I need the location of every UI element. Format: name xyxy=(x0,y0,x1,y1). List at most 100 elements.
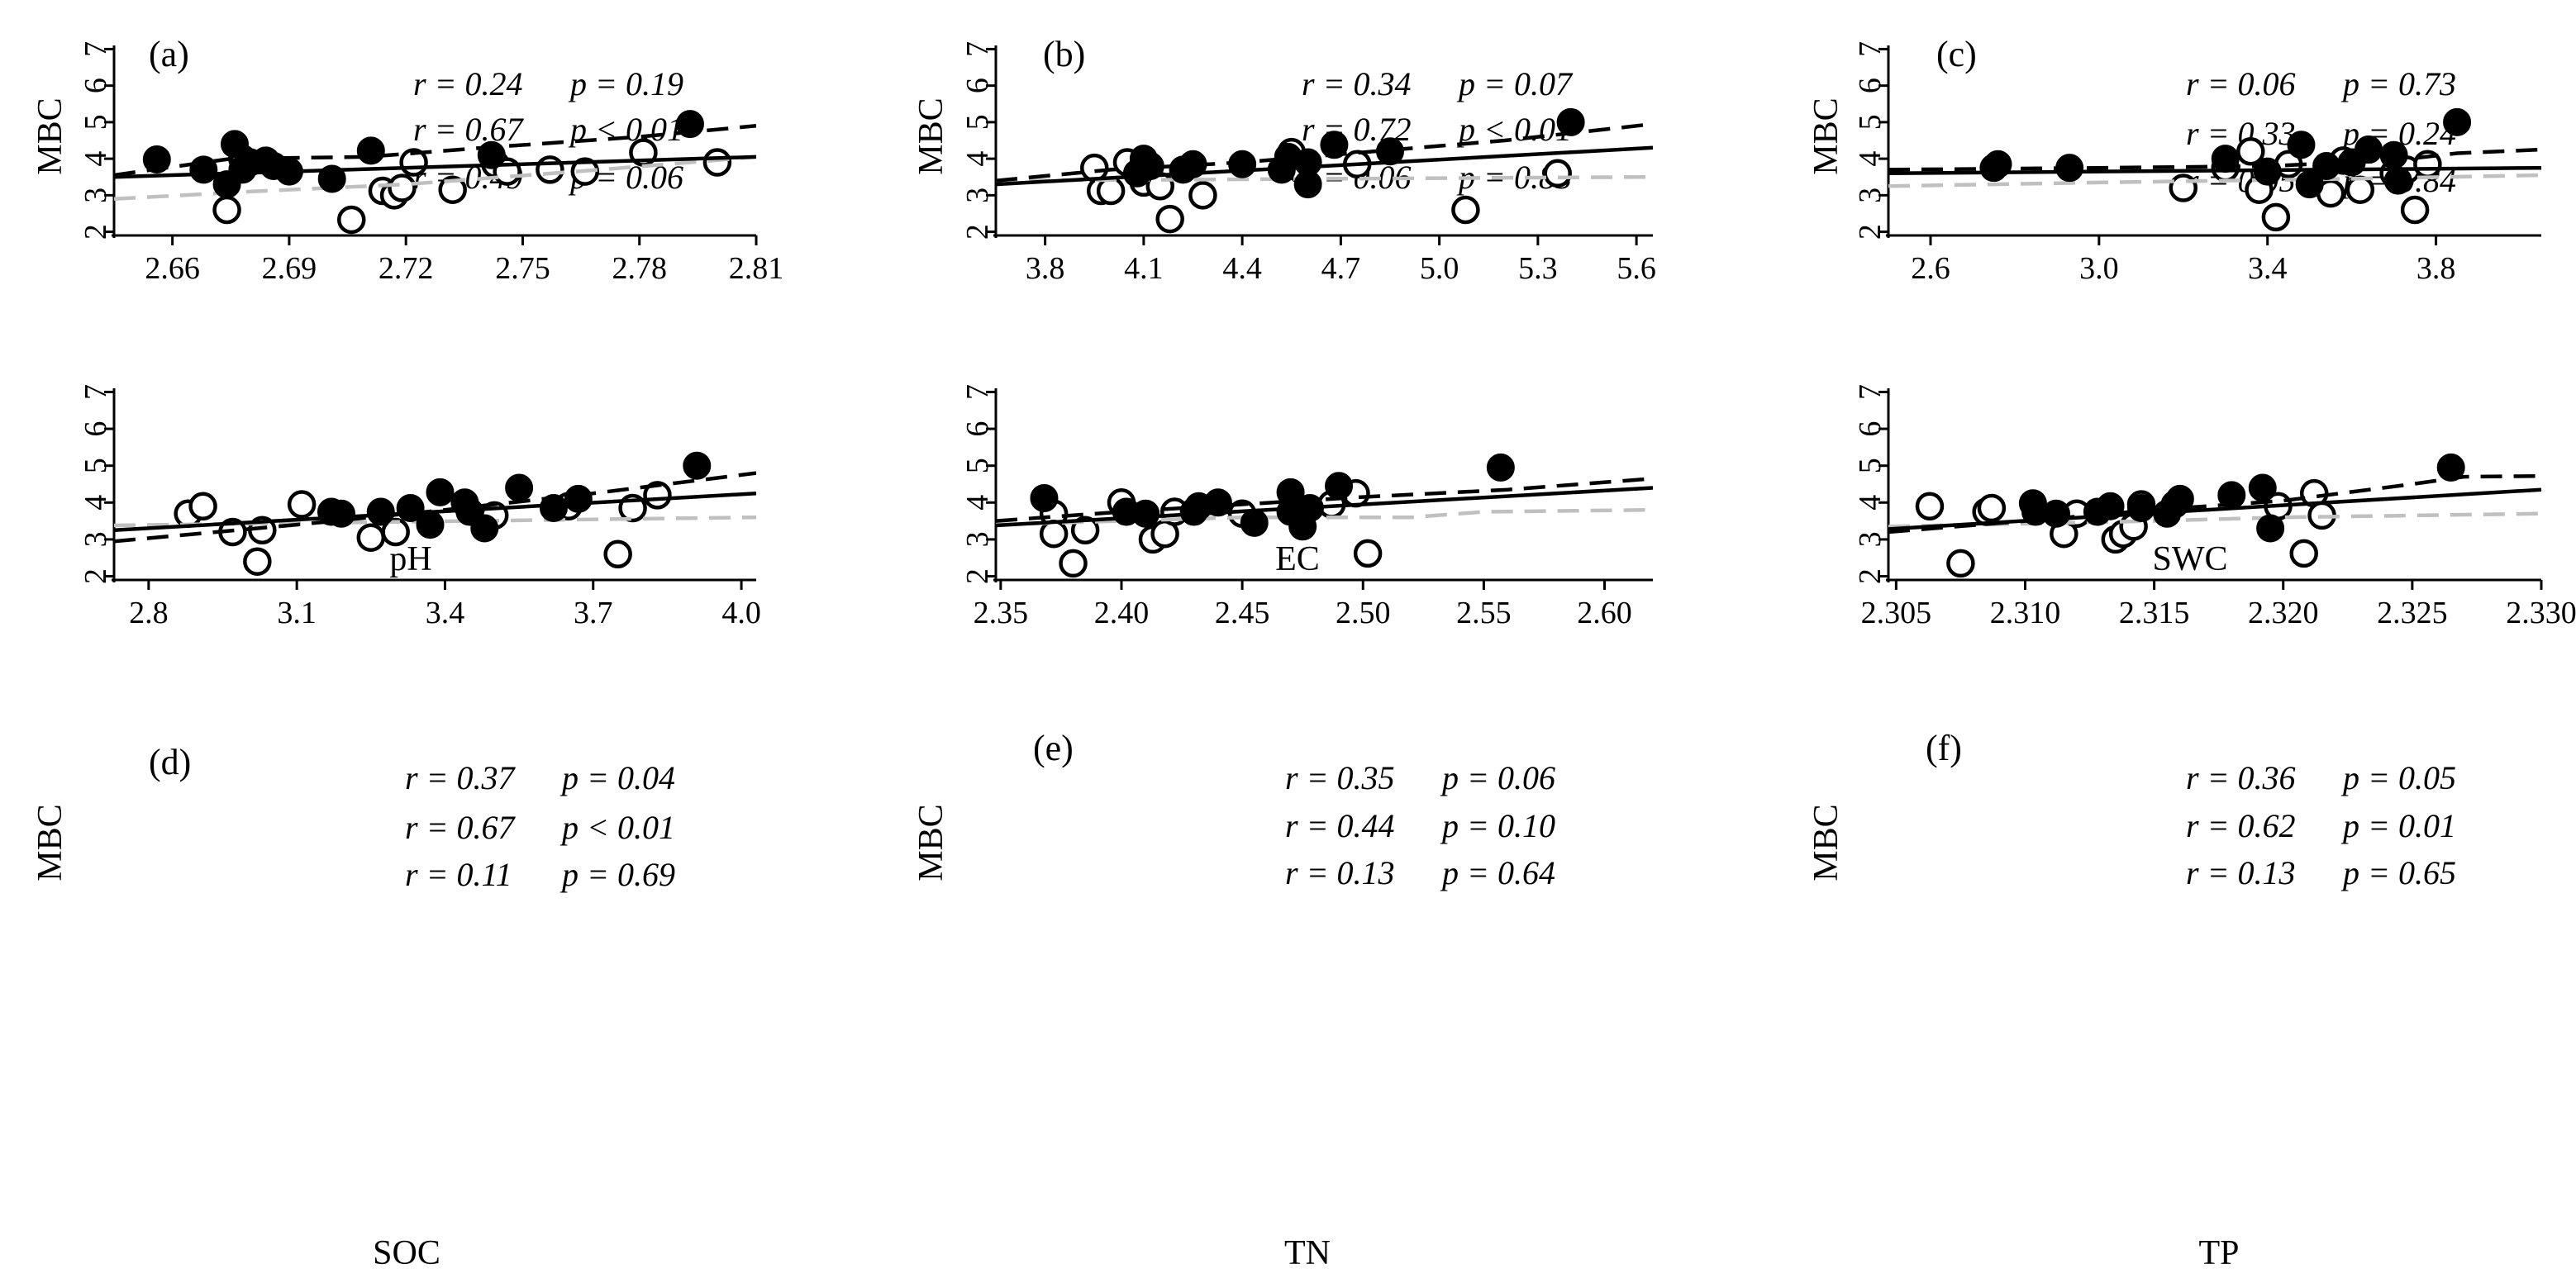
open-point xyxy=(1059,549,1088,578)
stat-p: p = 0.05 xyxy=(2340,759,2456,796)
y-tick-label: 3 xyxy=(960,531,995,547)
stat-p: p = 0.07 xyxy=(1456,65,1574,102)
x-tick-label: 4.4 xyxy=(1222,251,1262,286)
panel-label: (f) xyxy=(1926,728,1962,768)
y-tick-label: 5 xyxy=(1853,458,1888,473)
filled-point xyxy=(1486,453,1515,482)
filled-point xyxy=(1556,107,1585,136)
filled-point xyxy=(2312,151,2341,180)
x-tick-label: 3.7 xyxy=(574,596,613,630)
stats: r = 0.35 p = 0.06 r = 0.44 p = 0.10 r = … xyxy=(1285,759,1555,891)
stat-r: r = 0.06 xyxy=(2186,65,2296,102)
open-point xyxy=(1451,195,1480,225)
open-point xyxy=(2236,137,2265,166)
stat-r: r = 0.37 xyxy=(405,759,517,796)
x-tick-label: 2.81 xyxy=(729,251,784,286)
filled-point xyxy=(2253,157,2282,186)
x-tick-label: 2.320 xyxy=(2248,596,2319,630)
filled-point xyxy=(1030,483,1059,512)
y-tick-label: 7 xyxy=(1853,384,1888,400)
y-tick-label: 3 xyxy=(1853,531,1888,547)
panel-label: (c) xyxy=(1936,34,1977,74)
y-tick-label: 2 xyxy=(960,224,995,240)
open-point xyxy=(381,517,410,547)
filled-point xyxy=(1203,488,1232,517)
stat-p: p = 0.65 xyxy=(2340,854,2456,891)
x-tick-label: 4.0 xyxy=(721,596,761,630)
open-point xyxy=(603,539,632,569)
panel-f: (f) MBC TP r = 0.36 p = 0.05 r = 0.62 p … xyxy=(1807,384,2576,1272)
open-point xyxy=(2345,175,2375,204)
x-tick-label: 2.40 xyxy=(1094,596,1150,630)
open-point xyxy=(1353,539,1383,568)
y-tick-label: 6 xyxy=(79,421,113,437)
y-axis-label: MBC xyxy=(1807,804,1845,881)
y-tick-label: 6 xyxy=(1853,421,1888,437)
y-tick-label: 4 xyxy=(1853,495,1888,511)
stat-p: p = 0.06 xyxy=(1440,759,1555,796)
filled-point xyxy=(2256,514,2285,543)
x-tick-label: 2.55 xyxy=(1456,596,1512,630)
y-tick-label: 7 xyxy=(79,41,113,57)
x-tick-label: 5.3 xyxy=(1518,251,1558,286)
filled-point xyxy=(2217,481,2246,510)
panel-label: (e) xyxy=(1033,728,1074,768)
filled-point xyxy=(2436,453,2465,482)
x-tick-label: 2.69 xyxy=(262,251,317,286)
x-tick-label: 2.60 xyxy=(1577,596,1632,630)
filled-point xyxy=(1983,150,2012,178)
panel-label: (d) xyxy=(149,742,191,782)
x-tick-label: 2.72 xyxy=(379,251,434,286)
filled-point xyxy=(1325,472,1354,501)
filled-point xyxy=(1136,151,1164,180)
x-tick-label: 5.0 xyxy=(1420,251,1459,286)
fit-line-open xyxy=(996,507,1653,527)
x-tick-label: 5.6 xyxy=(1617,251,1656,286)
stat-p: p = 0.69 xyxy=(559,856,675,893)
x-tick-label: 2.315 xyxy=(2119,596,2190,630)
x-axis-label: SWC xyxy=(2152,540,2227,578)
x-tick-label: 2.75 xyxy=(495,251,550,286)
open-point xyxy=(2289,539,2318,568)
stat-r: r = 0.13 xyxy=(2186,854,2296,891)
y-tick-label: 3 xyxy=(79,531,113,547)
y-axis-label: MBC xyxy=(1807,97,1845,174)
y-tick-label: 7 xyxy=(79,384,113,400)
filled-point xyxy=(1376,137,1404,166)
open-point xyxy=(287,490,317,519)
filled-point xyxy=(477,140,506,169)
panel-a: (a) MBC pH r = 0.24 p = 0.19 r = 0.67 p … xyxy=(31,34,783,578)
filled-point xyxy=(539,494,568,522)
open-point xyxy=(438,175,467,204)
filled-point xyxy=(470,514,499,543)
stat-p: p = 0.01 xyxy=(2340,807,2456,844)
panel-c: (c) MBC SWC r = 0.06 p = 0.73 r = 0.33 p… xyxy=(1807,34,2541,578)
stat-r: r = 0.34 xyxy=(1302,65,1412,102)
filled-point xyxy=(2248,473,2277,502)
y-tick-label: 2 xyxy=(79,568,113,584)
y-tick-label: 5 xyxy=(960,458,995,473)
filled-point xyxy=(683,451,712,480)
filled-point xyxy=(426,478,455,506)
filled-point xyxy=(2165,484,2194,513)
y-tick-label: 7 xyxy=(1853,41,1888,57)
stat-p: p = 0.04 xyxy=(559,759,675,796)
filled-point xyxy=(189,155,218,184)
y-tick-label: 4 xyxy=(960,495,995,511)
open-point xyxy=(643,481,672,510)
filled-point xyxy=(675,110,704,139)
y-tick-label: 2 xyxy=(1853,224,1888,240)
x-axis-label: TP xyxy=(2198,1234,2239,1272)
x-tick-label: 3.8 xyxy=(2416,251,2456,286)
y-axis-label: MBC xyxy=(912,97,950,174)
x-axis-label: TN xyxy=(1284,1234,1331,1272)
x-tick-label: 4.7 xyxy=(1321,251,1361,286)
stat-r: r = 0.36 xyxy=(2186,759,2296,796)
stats: r = 0.37 p = 0.04 r = 0.67 p < 0.01 r = … xyxy=(405,759,675,893)
x-tick-label: 2.310 xyxy=(1990,596,2061,630)
x-tick-label: 3.1 xyxy=(277,596,317,630)
y-tick-label: 5 xyxy=(960,114,995,130)
y-tick-label: 6 xyxy=(960,78,995,93)
y-axis-label: MBC xyxy=(912,804,950,881)
fit-line-all xyxy=(996,145,1653,187)
